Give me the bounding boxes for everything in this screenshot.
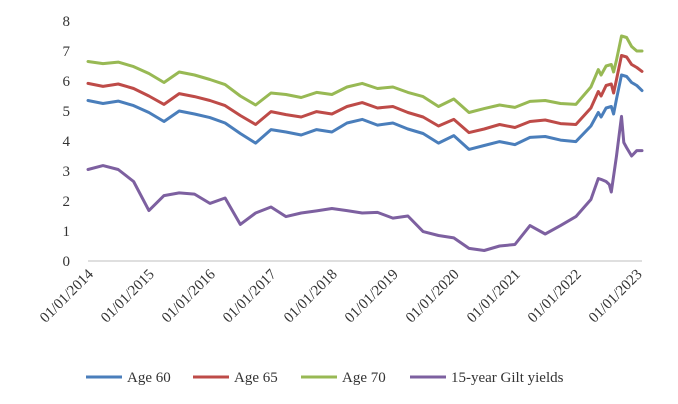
y-tick-label: 1 xyxy=(63,224,71,240)
y-tick-label: 3 xyxy=(63,164,71,180)
y-tick-label: 6 xyxy=(63,74,71,90)
x-axis-ticks: 01/01/2014 01/01/2015 01/01/2016 01/01/2017… xyxy=(37,266,645,326)
legend-label: Age 65 xyxy=(234,370,278,386)
x-tick-label: 01/01/2022 xyxy=(525,267,585,327)
y-tick-label: 4 xyxy=(63,134,71,150)
y-tick-label: 5 xyxy=(63,104,71,120)
series-line-age-60 xyxy=(86,73,644,151)
legend-label: 15-year Gilt yields xyxy=(451,370,564,386)
x-tick-label: 01/01/2015 xyxy=(98,267,158,327)
x-tick-label: 01/01/2021 xyxy=(464,267,524,327)
y-tick-label: 0 xyxy=(63,254,71,270)
series-line-age-70 xyxy=(86,34,644,114)
x-tick-label: 01/01/2023 xyxy=(586,267,646,327)
x-tick-label: 01/01/2014 xyxy=(37,266,97,326)
x-tick-label: 01/01/2016 xyxy=(159,266,219,326)
x-tick-label: 01/01/2020 xyxy=(403,267,463,327)
legend-label: Age 60 xyxy=(127,370,171,386)
series-line-age-65 xyxy=(86,54,644,135)
legend: Age 60 Age 65 Age 70 15-year Gilt yields xyxy=(86,370,564,386)
y-tick-label: 8 xyxy=(63,14,71,30)
y-tick-label: 7 xyxy=(63,44,71,60)
y-axis-ticks: 0 1 2 3 4 5 6 7 8 xyxy=(63,14,71,270)
x-tick-label: 01/01/2019 xyxy=(342,267,402,327)
series-line-15-year-gilt-yields xyxy=(86,114,644,252)
x-tick-label: 01/01/2017 xyxy=(220,266,280,326)
legend-label: Age 70 xyxy=(342,370,386,386)
x-tick-label: 01/01/2018 xyxy=(281,267,341,327)
y-tick-label: 2 xyxy=(63,194,71,210)
series-lines xyxy=(86,34,644,252)
